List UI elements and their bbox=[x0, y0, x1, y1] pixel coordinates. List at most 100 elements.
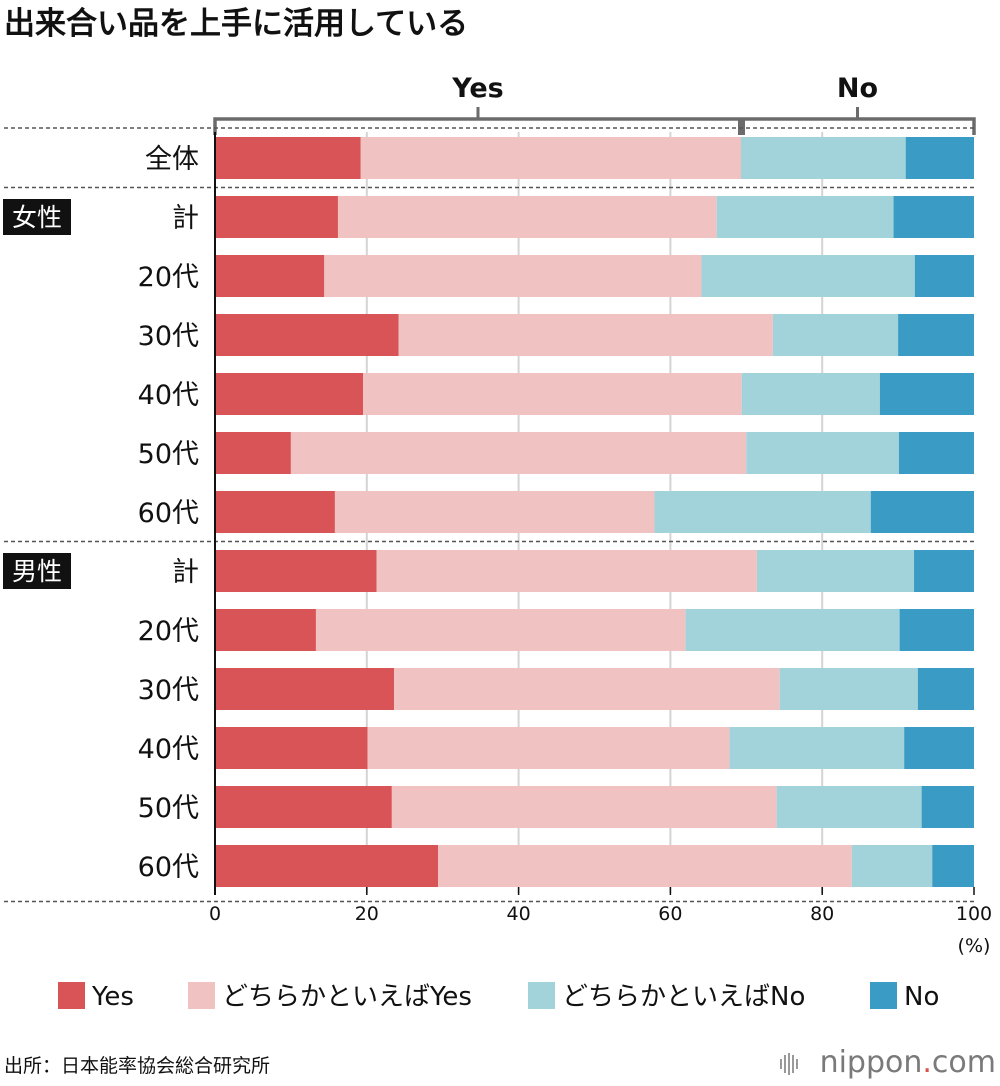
bar-11-2 bbox=[776, 786, 922, 828]
bar-0-3 bbox=[905, 137, 974, 179]
group-tag-2: 男性 bbox=[12, 557, 62, 586]
row-label-4: 40代 bbox=[138, 380, 199, 411]
legend-swatch-3 bbox=[870, 982, 897, 1009]
bar-9-0 bbox=[215, 668, 395, 710]
bar-7-0 bbox=[215, 550, 377, 592]
row-label-8: 20代 bbox=[138, 616, 199, 647]
bar-3-3 bbox=[898, 314, 974, 356]
row-label-7: 計 bbox=[172, 557, 199, 588]
bar-1-3 bbox=[893, 196, 974, 238]
brand-suffix: com bbox=[932, 1045, 996, 1080]
bar-2-2 bbox=[701, 255, 915, 297]
bar-12-1 bbox=[438, 845, 852, 887]
bar-12-3 bbox=[932, 845, 974, 887]
bar-9-2 bbox=[779, 668, 918, 710]
bar-7-1 bbox=[376, 550, 757, 592]
x-tick-label-2: 40 bbox=[507, 903, 531, 925]
chart-title: 出来合い品を上手に活用している bbox=[4, 6, 468, 42]
bar-12-0 bbox=[215, 845, 439, 887]
row-label-9: 30代 bbox=[138, 675, 199, 706]
bar-3-0 bbox=[215, 314, 399, 356]
bar-2-1 bbox=[324, 255, 702, 297]
bar-1-0 bbox=[215, 196, 338, 238]
bar-9-1 bbox=[394, 668, 780, 710]
bar-3-1 bbox=[398, 314, 773, 356]
row-label-1: 計 bbox=[172, 203, 199, 234]
bar-12-2 bbox=[851, 845, 933, 887]
brand-dot: . bbox=[922, 1045, 932, 1080]
bar-5-1 bbox=[290, 432, 747, 474]
bar-1-2 bbox=[716, 196, 894, 238]
bar-11-0 bbox=[215, 786, 392, 828]
legend-swatch-1 bbox=[188, 982, 215, 1009]
legend-label-2: どちらかといえばNo bbox=[562, 982, 805, 1012]
bar-8-3 bbox=[899, 609, 974, 651]
bar-6-2 bbox=[654, 491, 871, 533]
x-tick-label-3: 60 bbox=[658, 903, 682, 925]
bar-8-0 bbox=[215, 609, 316, 651]
row-label-10: 40代 bbox=[138, 734, 199, 765]
bar-5-0 bbox=[215, 432, 291, 474]
bar-5-2 bbox=[746, 432, 899, 474]
bar-5-3 bbox=[898, 432, 974, 474]
brand-logo: nippon.com bbox=[820, 1045, 996, 1080]
bar-2-3 bbox=[914, 255, 974, 297]
x-unit-label: (%) bbox=[958, 935, 991, 957]
x-tick-label-0: 0 bbox=[209, 903, 221, 925]
row-label-12: 60代 bbox=[138, 852, 199, 883]
bar-11-1 bbox=[391, 786, 777, 828]
bar-11-3 bbox=[921, 786, 974, 828]
bar-8-1 bbox=[315, 609, 686, 651]
yes-no-bracket: Yes No bbox=[213, 73, 976, 135]
bar-9-3 bbox=[917, 668, 974, 710]
bar-4-3 bbox=[879, 373, 974, 415]
legend: Yes どちらかといえばYes どちらかといえばNo No bbox=[58, 982, 939, 1012]
group-tag-1: 女性 bbox=[12, 203, 62, 232]
row-label-3: 30代 bbox=[138, 321, 199, 352]
row-label-2: 20代 bbox=[138, 262, 199, 293]
bar-4-1 bbox=[363, 373, 742, 415]
bar-4-2 bbox=[741, 373, 880, 415]
bar-6-1 bbox=[334, 491, 655, 533]
row-label-6: 60代 bbox=[138, 498, 199, 529]
bar-0-0 bbox=[215, 137, 361, 179]
source-note: 出所：日本能率協会総合研究所 bbox=[4, 1055, 270, 1077]
x-tick-label-1: 20 bbox=[355, 903, 379, 925]
legend-swatch-2 bbox=[528, 982, 555, 1009]
bar-6-0 bbox=[215, 491, 335, 533]
bar-8-2 bbox=[685, 609, 900, 651]
bar-10-0 bbox=[215, 727, 368, 769]
bracket-divider bbox=[737, 119, 745, 135]
legend-swatch-0 bbox=[58, 982, 85, 1009]
bar-0-1 bbox=[360, 137, 741, 179]
row-label-5: 50代 bbox=[138, 439, 199, 470]
group-tag-bg-1 bbox=[3, 199, 71, 235]
bar-2-0 bbox=[215, 255, 325, 297]
bracket-no-label: No bbox=[837, 73, 878, 104]
brand-mark-icon bbox=[780, 1053, 798, 1075]
bar-4-0 bbox=[215, 373, 364, 415]
bar-1-1 bbox=[337, 196, 717, 238]
bar-7-3 bbox=[914, 550, 974, 592]
group-tag-bg-2 bbox=[3, 553, 71, 589]
row-label-0: 全体 bbox=[145, 144, 199, 175]
bar-3-2 bbox=[772, 314, 899, 356]
bar-10-2 bbox=[729, 727, 905, 769]
legend-label-3: No bbox=[904, 982, 939, 1012]
legend-label-0: Yes bbox=[91, 982, 134, 1012]
x-tick-label-4: 80 bbox=[810, 903, 834, 925]
x-tick-label-5: 100 bbox=[956, 903, 992, 925]
bar-10-3 bbox=[904, 727, 974, 769]
bracket-yes-label: Yes bbox=[451, 73, 503, 104]
bar-6-3 bbox=[870, 491, 974, 533]
bar-7-2 bbox=[756, 550, 915, 592]
bar-0-2 bbox=[740, 137, 906, 179]
bars bbox=[215, 137, 974, 887]
bracket-frame bbox=[213, 117, 976, 135]
legend-label-1: どちらかといえばYes bbox=[222, 982, 472, 1012]
x-axis: 0 20 40 60 80 100 (%) bbox=[209, 132, 992, 957]
brand-main: nippon bbox=[820, 1045, 923, 1080]
row-label-11: 50代 bbox=[138, 793, 199, 824]
